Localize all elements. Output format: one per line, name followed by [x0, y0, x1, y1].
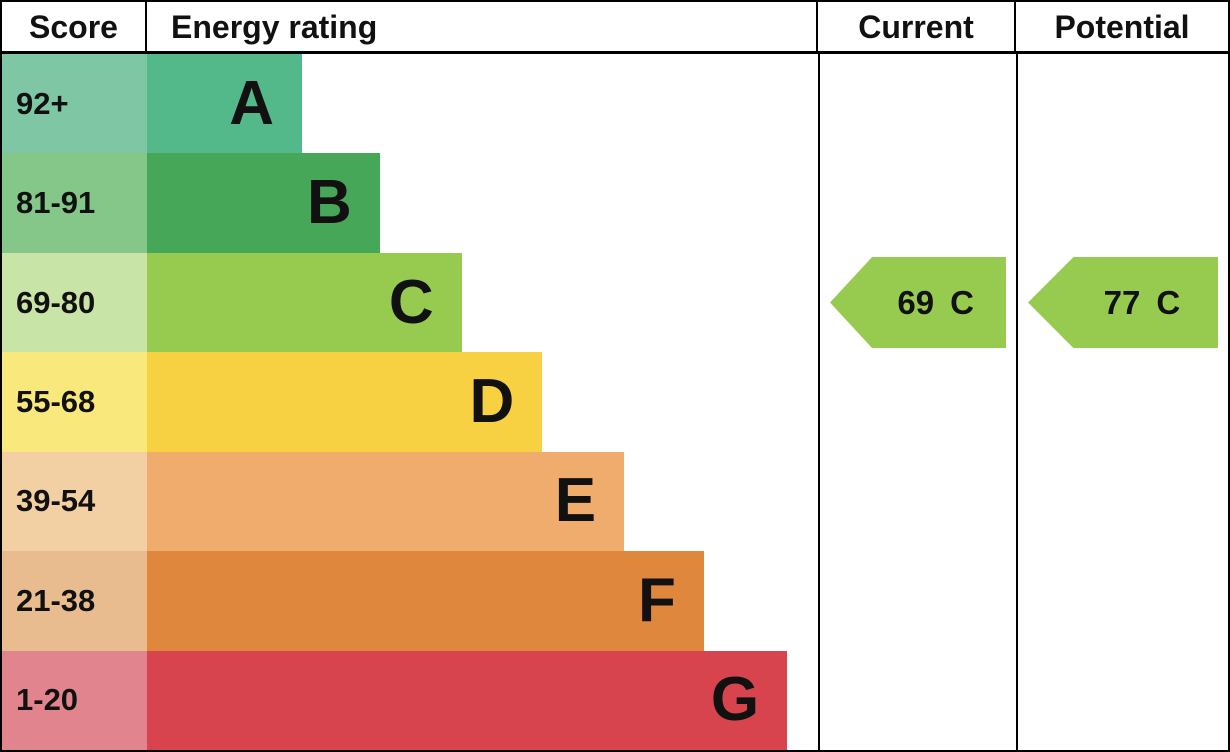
- rating-bar-d: D: [147, 352, 543, 452]
- score-range-b: 81-91: [2, 153, 147, 253]
- score-range-e: 39-54: [2, 451, 147, 552]
- bar-track-f: F: [147, 551, 818, 651]
- band-row-f: 21-38 F: [2, 551, 818, 651]
- bar-track-g: G: [147, 650, 818, 750]
- band-letter-a: A: [229, 68, 274, 138]
- chart-body: 92+ A 81-91 B 69-80: [2, 54, 1228, 750]
- current-rating-letter: C: [950, 283, 974, 321]
- potential-rating-value: 77: [1103, 283, 1141, 321]
- rating-bar-g: G: [147, 650, 788, 750]
- band-row-c: 69-80 C: [2, 252, 818, 353]
- chart-header: Score Energy rating Current Potential: [2, 2, 1228, 54]
- score-column-header: Score: [2, 2, 147, 51]
- current-column: 69 C: [818, 54, 1016, 750]
- band-letter-e: E: [554, 466, 597, 536]
- current-rating-value: 69: [897, 283, 935, 321]
- bar-track-b: B: [147, 153, 818, 253]
- current-column-header: Current: [816, 2, 1014, 51]
- band-row-d: 55-68 D: [2, 352, 818, 452]
- rating-bands-area: 92+ A 81-91 B 69-80: [2, 54, 818, 750]
- band-letter-f: F: [638, 565, 676, 635]
- score-range-f: 21-38: [2, 551, 147, 651]
- current-rating-arrow: 69 C: [830, 256, 1006, 349]
- potential-column-header: Potential: [1014, 2, 1228, 51]
- band-letter-b: B: [307, 168, 352, 238]
- score-range-c: 69-80: [2, 252, 147, 353]
- bar-track-d: D: [147, 352, 818, 452]
- band-letter-g: G: [710, 665, 760, 735]
- rating-bar-c: C: [147, 252, 462, 353]
- band-letter-d: D: [469, 366, 515, 436]
- score-range-a: 92+: [2, 54, 147, 154]
- rating-bar-f: F: [147, 551, 704, 651]
- bar-track-e: E: [147, 451, 818, 552]
- band-letter-c: C: [388, 267, 434, 337]
- score-range-d: 55-68: [2, 352, 147, 452]
- bar-track-c: C: [147, 252, 818, 353]
- potential-column: 77 C: [1016, 54, 1228, 750]
- energy-rating-column-header: Energy rating: [171, 8, 378, 45]
- rating-bar-b: B: [147, 153, 380, 253]
- rating-bar-e: E: [147, 451, 625, 552]
- potential-rating-arrow: 77 C: [1028, 256, 1218, 349]
- bar-track-a: A: [147, 54, 818, 154]
- band-row-g: 1-20 G: [2, 650, 818, 750]
- score-range-g: 1-20: [2, 650, 147, 750]
- band-row-b: 81-91 B: [2, 153, 818, 253]
- potential-rating-letter: C: [1156, 283, 1181, 321]
- band-row-a: 92+ A: [2, 54, 818, 154]
- rating-bar-a: A: [147, 54, 302, 154]
- band-row-e: 39-54 E: [2, 451, 818, 552]
